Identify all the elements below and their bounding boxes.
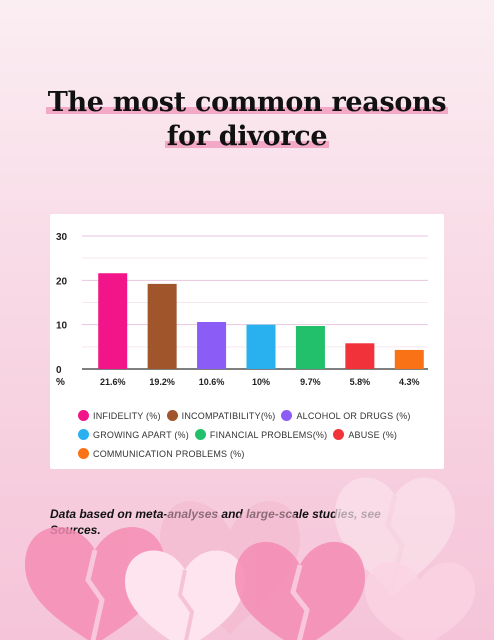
title-line-1: The most common reasons bbox=[45, 86, 449, 120]
bar-value-label: 4.3% bbox=[399, 377, 420, 387]
legend-swatch bbox=[78, 410, 89, 421]
legend-item-abuse: ABUSE (%) bbox=[333, 429, 397, 440]
legend-swatch bbox=[78, 429, 89, 440]
bar bbox=[394, 349, 424, 369]
legend-swatch bbox=[78, 448, 89, 459]
legend-label: ABUSE (%) bbox=[348, 429, 398, 440]
legend-item-incompatibility: INCOMPATIBILITY(%) bbox=[166, 410, 276, 421]
y-tick-label: 30 bbox=[56, 232, 68, 243]
bar bbox=[345, 343, 375, 369]
broken-heart-icon bbox=[365, 562, 475, 640]
title-line-2: for divorce bbox=[164, 120, 330, 154]
bar bbox=[98, 273, 128, 369]
bar bbox=[295, 325, 325, 369]
bar-value-label: 10% bbox=[252, 377, 270, 387]
bar-chart: 0 10 20 30% 21.6% 19.2% 10.6% 10% 9.7% 5.8% 4.3% bbox=[56, 232, 428, 388]
bar-value-label: 10.6% bbox=[199, 377, 225, 387]
legend-item-infidelity: INFIDELITY (%) bbox=[78, 410, 161, 421]
chart-legend: INFIDELITY (%) INCOMPATIBILITY(%) ALCOHO… bbox=[78, 406, 438, 463]
legend-item-financial-problems: FINANCIAL PROBLEMS(%) bbox=[194, 429, 328, 440]
legend-label: COMMUNICATION PROBLEMS (%) bbox=[93, 448, 245, 459]
legend-item-growing-apart: GROWING APART (%) bbox=[78, 429, 189, 440]
broken-heart-icon bbox=[125, 550, 245, 640]
page-title: The most common reasons for divorce bbox=[0, 86, 494, 154]
legend-swatch bbox=[281, 410, 293, 421]
broken-heart-icon bbox=[235, 541, 365, 640]
legend-label: INCOMPATIBILITY(%) bbox=[181, 410, 276, 421]
y-tick-label: 0 bbox=[56, 365, 62, 376]
legend-swatch bbox=[194, 429, 206, 440]
bar-value-label: 9.7% bbox=[300, 377, 321, 387]
bar bbox=[246, 324, 276, 369]
legend-row-2: GROWING APART (%) FINANCIAL PROBLEMS(%) … bbox=[78, 425, 438, 444]
broken-heart-icon bbox=[25, 527, 165, 640]
bar bbox=[147, 283, 177, 369]
legend-row-3: COMMUNICATION PROBLEMS (%) bbox=[78, 444, 438, 463]
bar-value-label: 19.2% bbox=[149, 377, 175, 387]
legend-item-alcohol-or-drugs: ALCOHOL OR DRUGS (%) bbox=[281, 410, 410, 421]
bar bbox=[197, 322, 227, 369]
legend-swatch bbox=[333, 429, 345, 440]
bar-value-label: 5.8% bbox=[350, 377, 371, 387]
broken-hearts-decoration bbox=[25, 477, 475, 640]
legend-label: ALCOHOL OR DRUGS (%) bbox=[296, 410, 411, 421]
y-axis-unit-label: % bbox=[56, 377, 65, 388]
legend-label: GROWING APART (%) bbox=[93, 429, 189, 440]
y-tick-label: 20 bbox=[56, 276, 68, 287]
legend-row-1: INFIDELITY (%) INCOMPATIBILITY(%) ALCOHO… bbox=[78, 406, 438, 425]
bar-value-label: 21.6% bbox=[100, 377, 126, 387]
y-tick-label: 10 bbox=[56, 321, 68, 332]
legend-label: INFIDELITY (%) bbox=[93, 410, 161, 421]
chart-card: 0 10 20 30% 21.6% 19.2% 10.6% 10% 9.7% 5.8% 4.3% I… bbox=[50, 214, 444, 469]
legend-item-communication-problems: COMMUNICATION PROBLEMS (%) bbox=[78, 448, 245, 459]
legend-label: FINANCIAL PROBLEMS(%) bbox=[209, 429, 328, 440]
legend-swatch bbox=[166, 410, 178, 421]
